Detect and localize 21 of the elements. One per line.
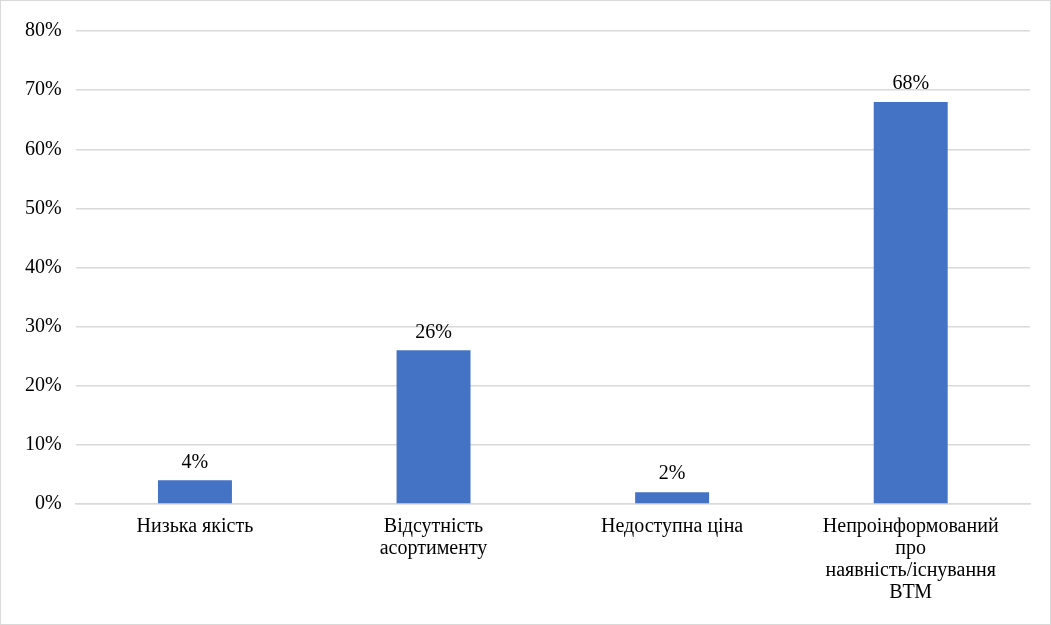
y-tick-label: 40%	[24, 254, 62, 277]
y-tick-label: 20%	[24, 373, 62, 395]
x-tick-label: Відсутність асортименту	[379, 514, 488, 560]
data-label: 68%	[892, 71, 930, 94]
x-tick-label: Низька якість	[136, 514, 254, 537]
data-label: 2%	[658, 461, 686, 484]
y-tick-label: 0%	[34, 491, 62, 514]
y-tick-label: 50%	[24, 195, 62, 218]
y-tick-label: 60%	[24, 136, 62, 159]
x-tick-label: Недоступна ціна	[601, 514, 744, 538]
bar	[157, 480, 232, 504]
y-tick-label: 10%	[24, 432, 62, 455]
bar	[396, 350, 471, 504]
y-tick-label: 70%	[24, 77, 62, 100]
y-tick-label: 80%	[24, 18, 62, 41]
bar	[635, 492, 710, 504]
y-tick-label: 30%	[24, 313, 62, 336]
x-tick-label: Непроінформований про наявність/існування ВТМ	[822, 514, 999, 603]
data-label: 26%	[415, 319, 452, 342]
data-label: 4%	[181, 449, 209, 472]
bar	[873, 101, 948, 504]
